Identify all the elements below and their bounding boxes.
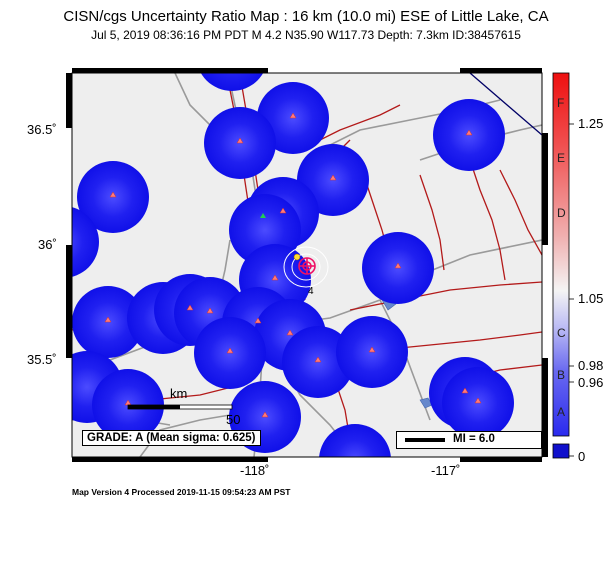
colorbar-letter: F [557, 96, 565, 110]
colorbar-letter: A [557, 405, 566, 419]
colorbar-value: 0 [578, 449, 586, 464]
mi-legend-text: MI = 6.0 [453, 433, 495, 445]
map-version-footer: Map Version 4 Processed 2019-11-15 09:54… [72, 487, 291, 497]
lon-tick-label: -118˚ [240, 463, 270, 478]
lat-tick-label: 36.5˚ [27, 122, 57, 137]
lat-tick-label: 36˚ [38, 237, 57, 252]
event-details: Jul 5, 2019 08:36:16 PM PDT M 4.2 N35.90… [91, 28, 521, 42]
colorbar-value: 1.25 [578, 116, 604, 131]
colorbar-letter: E [557, 151, 566, 165]
uncertainty-colorbar [552, 72, 570, 437]
colorbar-letter: D [557, 206, 566, 220]
colorbar-letter: B [557, 368, 566, 382]
contour-label: 4 [308, 286, 314, 297]
lat-tick-label: 35.5˚ [27, 352, 57, 367]
grade-legend: GRADE: A (Mean sigma: 0.625) [82, 430, 261, 446]
scale-bar [127, 404, 233, 410]
colorbar-zero-swatch [552, 443, 570, 459]
colorbar-letter: C [557, 326, 566, 340]
station-markers [104, 112, 482, 418]
green-station-marker [260, 213, 266, 218]
mi-legend-bar [405, 438, 445, 442]
colorbar-value: 0.98 [578, 358, 604, 373]
map-title: CISN/cgs Uncertainty Ratio Map : 16 km (… [63, 8, 549, 25]
colorbar-ticks [569, 123, 574, 457]
scale-end-label: 50 [226, 412, 241, 427]
intensity-contours [283, 246, 329, 288]
colorbar-value: 0.96 [578, 375, 604, 390]
diagonal-boundary [469, 73, 542, 136]
map-border-ticks [66, 68, 548, 462]
epicenter-marker [298, 257, 316, 275]
colorbar-value: 1.05 [578, 291, 604, 306]
yellow-station-marker [293, 253, 301, 261]
lon-tick-label: -117˚ [431, 463, 461, 478]
mi-legend: MI = 6.0 [396, 431, 542, 449]
scale-unit-label: km [170, 386, 188, 401]
